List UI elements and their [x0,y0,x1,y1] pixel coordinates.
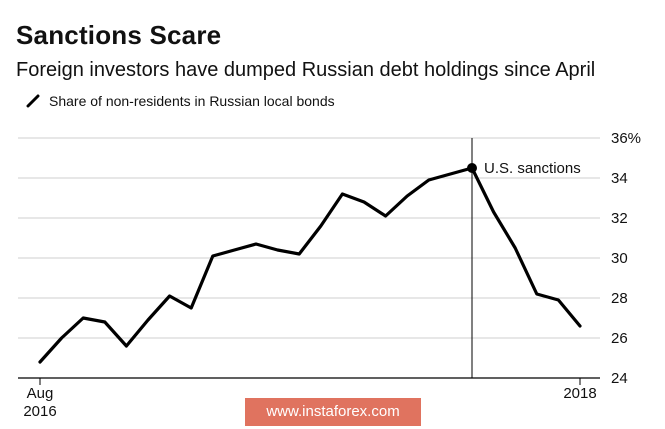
y-tick-label: 30 [611,250,628,267]
series-line [38,166,582,364]
y-tick-label: 34 [611,170,628,187]
y-tick-label: 28 [611,290,628,307]
x-tick-sublabel: 2016 [23,403,56,420]
y-tick-label: 36% [611,130,641,147]
y-tick-label: 26 [611,330,628,347]
x-tick-label: 2018 [563,385,596,402]
series [38,166,582,364]
chart-title: Sanctions Scare [16,20,222,50]
y-tick-label: 24 [611,370,628,387]
annotation-marker [467,163,477,173]
gridlines [18,137,600,339]
annotation-label: U.S. sanctions [484,160,581,177]
legend: Share of non-residents in Russian local … [26,93,335,109]
chart-subtitle: Foreign investors have dumped Russian de… [16,59,596,81]
legend-entry: Share of non-residents in Russian local … [49,93,335,109]
x-tick-label: Aug [27,385,54,402]
annotations: U.S. sanctions [467,160,581,177]
y-tick-label: 32 [611,210,628,227]
watermark: www.instaforex.com [245,398,421,426]
legend-line-icon [26,94,40,108]
